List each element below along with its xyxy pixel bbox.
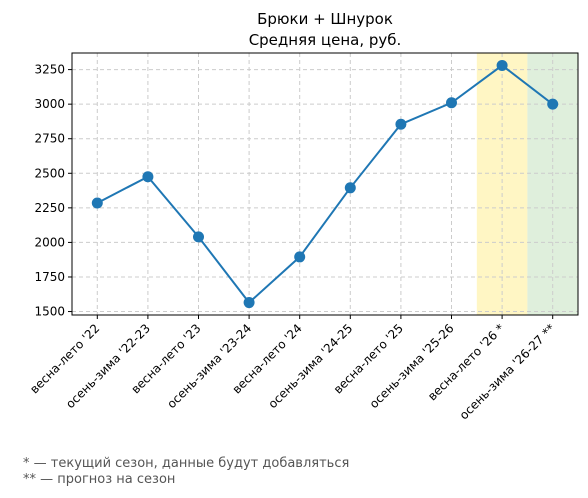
- y-tick-label-3: 2000: [34, 235, 65, 249]
- chart-subtitle: Средняя цена, руб.: [249, 31, 402, 49]
- data-point-2: [142, 171, 154, 183]
- data-point-10: [547, 98, 559, 110]
- x-tick-label-10: осень-зима '26-27 **: [457, 321, 558, 422]
- y-axis: 1500 1750 2000 2250 2500 2750 3000 3250: [34, 63, 72, 319]
- x-tick-label-4: осень-зима '23-24: [164, 321, 254, 411]
- line-chart: Брюки + Шнурок Средняя цена, руб. 1500 17…: [27, 10, 579, 422]
- y-tick-label-2: 1750: [34, 270, 65, 284]
- chart-title: Брюки + Шнурок: [257, 10, 393, 28]
- plot-area-frame: [71, 52, 579, 316]
- x-tick-label-2: осень-зима '22-23: [63, 321, 153, 411]
- y-tick-label-8: 3250: [34, 63, 65, 77]
- data-point-8: [446, 97, 457, 109]
- series-layer: [91, 59, 559, 309]
- y-tick-label-1: 1500: [34, 305, 65, 319]
- data-point-5: [294, 251, 306, 263]
- data-point-7: [395, 118, 407, 130]
- y-tick-label-5: 2500: [34, 166, 65, 180]
- series-line-1: [96, 64, 554, 305]
- y-tick-label-4: 2250: [34, 201, 65, 215]
- data-point-9: [496, 59, 508, 71]
- footnote-forecast: ** — прогноз на сезон: [23, 472, 176, 487]
- x-tick-label-6: осень-зима '24-25: [266, 321, 356, 411]
- highlight-band-1: [476, 53, 528, 315]
- data-point-3: [193, 231, 204, 243]
- highlight-band-2: [527, 53, 578, 315]
- grid-lines: [72, 53, 578, 315]
- data-point-1: [91, 197, 103, 209]
- footnote-current-season: * — текущий сезон, данные будут добавлят…: [23, 456, 350, 471]
- highlight-bands: [476, 53, 578, 315]
- data-point-4: [243, 297, 255, 309]
- y-tick-label-6: 2750: [34, 132, 65, 146]
- y-tick-label-7: 3000: [34, 97, 65, 111]
- data-point-6: [344, 182, 356, 194]
- x-tick-label-8: осень-зима '25-26: [367, 321, 457, 411]
